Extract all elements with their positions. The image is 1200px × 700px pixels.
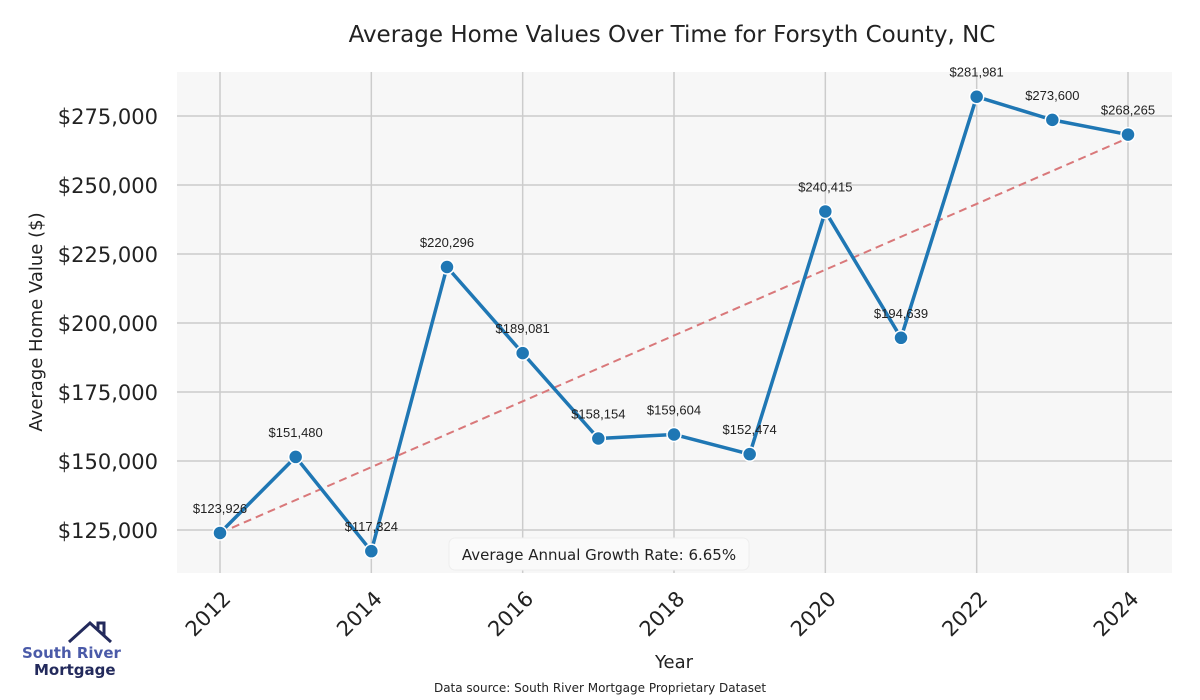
data-point <box>212 525 228 541</box>
data-point <box>1044 112 1061 128</box>
x-tick-label: 2024 <box>1089 587 1144 642</box>
x-tick-label: 2020 <box>786 587 841 642</box>
data-label: $189,081 <box>496 321 550 336</box>
data-point <box>817 203 834 220</box>
y-tick-label: $200,000 <box>58 312 158 336</box>
y-axis-label: Average Home Value ($) <box>26 212 47 431</box>
data-point <box>1120 126 1136 143</box>
logo-line1: South River <box>22 644 121 662</box>
x-tick-label: 2012 <box>181 587 236 642</box>
data-label: $123,926 <box>193 501 247 516</box>
data-point <box>968 88 985 105</box>
y-tick-label: $175,000 <box>58 381 158 405</box>
data-label: $151,480 <box>269 425 323 440</box>
data-point <box>893 330 909 346</box>
data-source-note: Data source: South River Mortgage Propri… <box>433 681 767 695</box>
x-tick-label: 2022 <box>937 587 992 642</box>
y-tick-label: $225,000 <box>58 243 158 267</box>
annotation-box <box>448 537 750 571</box>
x-axis-label: Year <box>654 652 694 673</box>
data-label: $273,600 <box>1025 88 1079 103</box>
data-label: $240,415 <box>798 179 852 194</box>
y-tick-label: $125,000 <box>58 519 158 543</box>
south-river-logo: South River Mortgage <box>22 620 122 680</box>
data-point <box>666 426 682 443</box>
data-label: $268,265 <box>1101 103 1155 118</box>
x-tick-label: 2014 <box>332 587 387 642</box>
data-label: $194,639 <box>874 306 928 321</box>
trend-line <box>219 137 1129 534</box>
data-point <box>741 446 758 462</box>
house-roof-icon <box>67 620 113 644</box>
data-point <box>439 259 455 275</box>
data-label: $281,981 <box>950 65 1004 80</box>
chart-title: Average Home Values Over Time for Forsyt… <box>348 22 996 48</box>
logo-line2: Mortgage <box>34 661 116 679</box>
y-tick-label: $250,000 <box>58 174 158 198</box>
data-label: $117,324 <box>345 519 398 534</box>
data-label: $159,604 <box>647 402 701 417</box>
data-label: $220,296 <box>420 235 474 250</box>
data-label: $158,154 <box>571 406 625 421</box>
data-point <box>590 430 607 447</box>
y-tick-label: $275,000 <box>58 105 158 129</box>
data-point <box>287 449 304 465</box>
data-point <box>363 543 380 559</box>
x-tick-label: 2016 <box>483 587 538 642</box>
data-point <box>514 345 531 361</box>
y-tick-label: $150,000 <box>58 450 158 474</box>
data-label: $152,474 <box>723 422 777 437</box>
growth-rate-annotation: Average Annual Growth Rate: 6.65% <box>462 546 736 564</box>
x-tick-label: 2018 <box>635 587 690 642</box>
